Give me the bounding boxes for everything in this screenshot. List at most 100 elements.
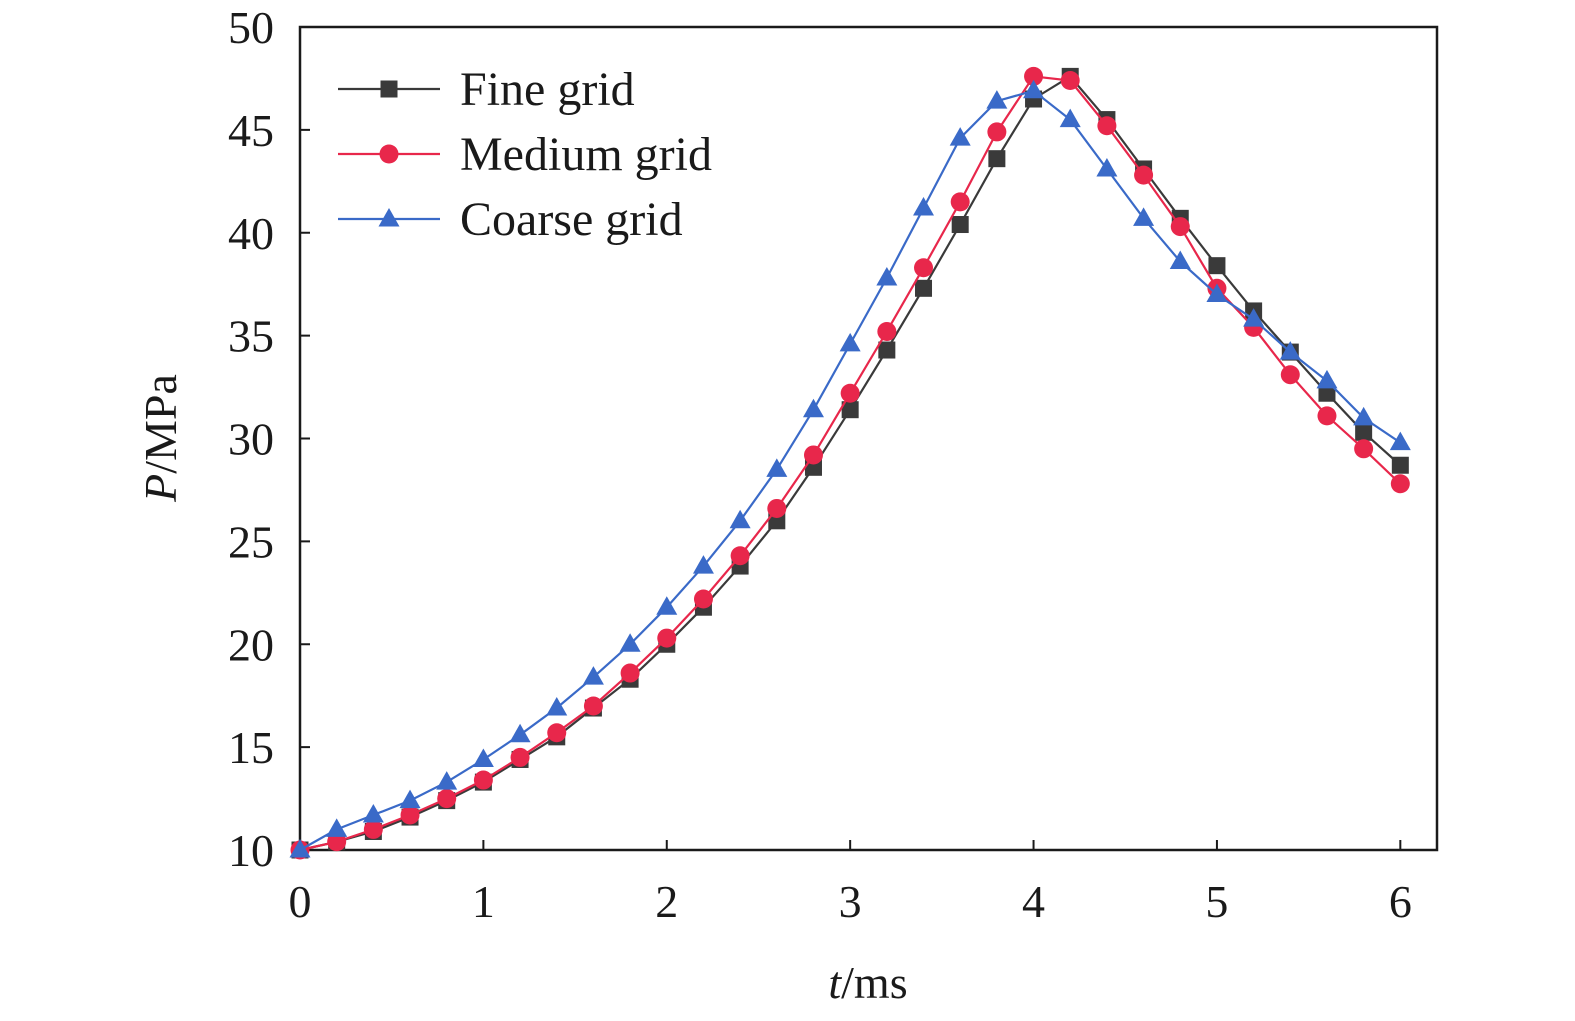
series-fine-grid — [291, 67, 1409, 859]
data-point-medium-grid — [657, 628, 677, 648]
y-tick-label: 20 — [228, 619, 274, 670]
data-point-coarse-grid — [1389, 431, 1411, 451]
data-point-coarse-grid — [509, 723, 531, 743]
data-point-coarse-grid — [1206, 283, 1228, 302]
data-point-medium-grid — [803, 445, 823, 465]
data-point-coarse-grid — [1353, 406, 1375, 426]
data-point-fine-grid — [988, 150, 1006, 168]
data-point-coarse-grid — [1133, 207, 1155, 226]
data-point-coarse-grid — [619, 633, 641, 652]
data-point-coarse-grid — [362, 804, 384, 823]
y-tick-label: 30 — [228, 414, 274, 465]
data-point-coarse-grid — [766, 458, 788, 477]
x-axis-label: t/ms — [828, 957, 907, 1008]
data-point-coarse-grid — [326, 818, 348, 837]
data-point-medium-grid — [1390, 474, 1410, 494]
legend-label-fine-grid: Fine grid — [460, 63, 635, 116]
legend-item-medium-grid: Medium grid — [338, 128, 712, 181]
y-tick-label: 45 — [228, 105, 274, 156]
y-tick-label: 35 — [228, 311, 274, 362]
series-layer — [289, 66, 1411, 860]
legend-label-coarse-grid: Coarse grid — [460, 193, 683, 246]
data-point-coarse-grid — [436, 771, 458, 790]
data-point-medium-grid — [1170, 217, 1190, 237]
data-point-medium-grid — [877, 322, 897, 342]
data-point-medium-grid — [1097, 116, 1117, 136]
data-point-coarse-grid — [876, 267, 898, 286]
data-point-medium-grid — [363, 819, 383, 839]
data-point-fine-grid — [1355, 423, 1373, 441]
data-point-fine-grid — [1391, 456, 1409, 474]
data-point-medium-grid — [327, 832, 347, 852]
data-point-coarse-grid — [1059, 108, 1081, 128]
data-point-coarse-grid — [1023, 79, 1045, 99]
legend-marker-medium-grid — [379, 144, 399, 164]
data-point-coarse-grid — [656, 596, 678, 615]
data-point-medium-grid — [1354, 439, 1374, 459]
data-point-medium-grid — [400, 805, 420, 825]
legend-item-fine-grid: Fine grid — [338, 63, 635, 116]
data-point-medium-grid — [840, 383, 860, 403]
y-tick-label: 15 — [228, 722, 274, 773]
data-point-medium-grid — [730, 546, 750, 566]
x-axis-unit: /ms — [841, 957, 907, 1008]
data-point-coarse-grid — [1169, 250, 1191, 270]
data-point-medium-grid — [950, 192, 970, 212]
data-point-medium-grid — [1060, 70, 1080, 90]
data-point-coarse-grid — [582, 666, 604, 685]
data-point-medium-grid — [693, 589, 713, 609]
data-point-coarse-grid — [1096, 157, 1118, 177]
y-axis-label: P/MPa — [135, 374, 186, 503]
data-point-coarse-grid — [1316, 369, 1338, 389]
data-point-coarse-grid — [546, 697, 568, 716]
x-tick-label: 6 — [1389, 876, 1412, 927]
data-point-fine-grid — [841, 401, 859, 419]
y-axis-variable: P — [135, 474, 186, 503]
data-point-medium-grid — [1317, 406, 1337, 426]
data-point-medium-grid — [1134, 165, 1154, 185]
x-tick-label: 1 — [472, 876, 495, 927]
y-tick-label: 10 — [228, 825, 274, 876]
data-point-medium-grid — [473, 770, 493, 790]
series-coarse-grid — [289, 79, 1411, 858]
data-point-medium-grid — [1280, 365, 1300, 385]
data-point-coarse-grid — [913, 197, 935, 216]
x-tick-label: 0 — [289, 876, 312, 927]
data-point-coarse-grid — [692, 555, 714, 574]
data-point-medium-grid — [1024, 66, 1044, 86]
data-point-coarse-grid — [729, 509, 751, 529]
data-point-fine-grid — [1318, 384, 1336, 402]
x-tick-label: 3 — [839, 876, 862, 927]
data-point-fine-grid — [878, 341, 896, 359]
data-point-coarse-grid — [289, 839, 311, 858]
x-axis-variable: t — [828, 957, 842, 1008]
y-tick-label: 40 — [228, 208, 274, 259]
data-point-medium-grid — [620, 663, 640, 683]
legend-marker-coarse-grid — [378, 208, 400, 227]
x-tick-label: 4 — [1022, 876, 1045, 927]
data-point-fine-grid — [951, 216, 969, 234]
y-tick-label: 50 — [228, 2, 274, 53]
data-point-medium-grid — [987, 122, 1007, 142]
data-point-medium-grid — [767, 498, 787, 518]
data-point-coarse-grid — [802, 398, 824, 418]
data-point-medium-grid — [510, 747, 530, 767]
series-medium-grid — [290, 66, 1410, 860]
data-point-medium-grid — [437, 789, 457, 809]
data-point-coarse-grid — [399, 789, 421, 809]
x-tick-label: 5 — [1205, 876, 1228, 927]
x-tick-label: 2 — [655, 876, 678, 927]
legend-item-coarse-grid: Coarse grid — [338, 193, 683, 246]
data-point-coarse-grid — [949, 127, 971, 146]
data-point-coarse-grid — [1243, 308, 1265, 327]
data-point-coarse-grid — [839, 332, 861, 352]
legend: Fine grid Medium grid Coarse grid — [338, 63, 712, 246]
data-point-medium-grid — [583, 696, 603, 716]
x-axis: 0 1 2 3 4 5 6 — [289, 840, 1412, 927]
data-point-medium-grid — [914, 258, 934, 278]
data-point-coarse-grid — [986, 90, 1008, 109]
data-point-medium-grid — [547, 723, 567, 743]
data-point-coarse-grid — [1279, 341, 1301, 360]
data-point-fine-grid — [1208, 257, 1226, 275]
